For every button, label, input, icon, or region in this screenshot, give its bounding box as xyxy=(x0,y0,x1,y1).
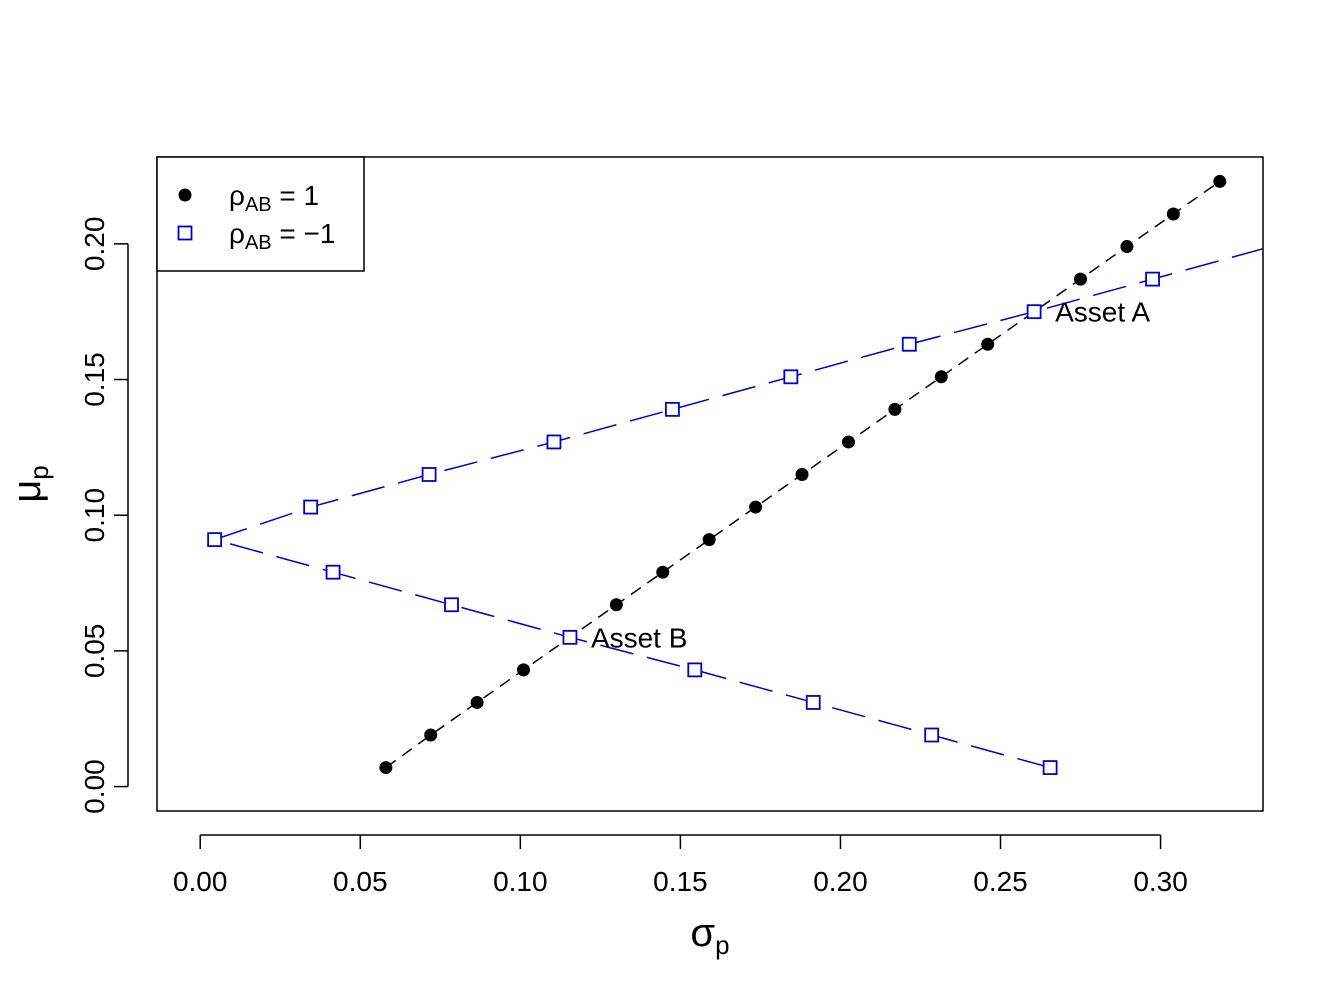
data-point xyxy=(546,434,562,450)
y-tick-label: 0.05 xyxy=(79,624,110,679)
legend-box xyxy=(156,156,365,272)
data-point xyxy=(444,597,459,613)
data-point xyxy=(783,369,799,385)
data-point xyxy=(805,695,821,710)
x-tick-label: 0.05 xyxy=(333,866,388,897)
data-point xyxy=(562,629,578,645)
x-axis-title: σp xyxy=(690,911,729,960)
legend-symbol: ρ xyxy=(229,180,245,211)
legend-label: ρAB = −1 xyxy=(229,218,335,254)
data-point xyxy=(325,564,341,580)
y-tick-label: 0.20 xyxy=(79,217,110,272)
data-point xyxy=(421,467,437,482)
legend-marker xyxy=(177,225,193,241)
data-point xyxy=(609,598,623,612)
data-point xyxy=(470,695,484,709)
series-layer xyxy=(207,174,1263,775)
data-point xyxy=(1213,174,1227,188)
x-tick-label: 0.00 xyxy=(173,866,228,897)
data-point xyxy=(924,727,940,743)
legend-subscript: AB xyxy=(245,194,272,216)
data-point xyxy=(1042,760,1058,775)
data-point xyxy=(795,468,809,482)
series-line xyxy=(214,538,1051,769)
annotation-label: Asset A xyxy=(1055,297,1150,328)
y-axis-symbol: μ xyxy=(5,480,49,503)
axis-layer: 0.00 0.05 0.10 0.15 0.20 0.25 0.30 0.00 0.05 0.10… xyxy=(79,217,1188,897)
data-point xyxy=(656,565,670,579)
y-tick-label: 0.15 xyxy=(79,352,110,407)
data-point xyxy=(687,662,703,678)
data-point xyxy=(517,663,531,677)
x-tick-label: 0.25 xyxy=(973,866,1028,897)
y-tick-label: 0.10 xyxy=(79,488,110,543)
data-point xyxy=(424,728,438,742)
y-tick-label: 0.00 xyxy=(79,759,110,814)
legend-symbol: ρ xyxy=(229,218,245,249)
data-point xyxy=(841,435,855,449)
data-point xyxy=(1026,304,1042,320)
annotation-label: Asset B xyxy=(591,622,687,653)
legend-marker xyxy=(178,188,192,202)
data-point xyxy=(981,337,995,351)
legend-value: = 1 xyxy=(272,180,319,211)
x-axis-symbol: σ xyxy=(690,911,715,955)
series-line xyxy=(214,247,1263,541)
annotation-layer: Asset A Asset B xyxy=(591,297,1150,654)
x-tick-label: 0.20 xyxy=(813,866,868,897)
x-tick-label: 0.10 xyxy=(493,866,548,897)
y-axis-subscript: p xyxy=(24,465,54,479)
x-tick-label: 0.30 xyxy=(1133,866,1188,897)
data-point xyxy=(888,402,902,416)
data-point xyxy=(303,499,319,515)
data-point xyxy=(207,532,223,548)
data-point xyxy=(1145,271,1160,287)
data-point xyxy=(749,500,763,514)
x-axis-subscript: p xyxy=(715,930,729,960)
data-point xyxy=(664,401,680,417)
legend-value: = −1 xyxy=(272,218,336,249)
data-point xyxy=(901,336,917,352)
legend-label: ρAB = 1 xyxy=(229,180,319,216)
data-point xyxy=(1120,240,1134,254)
data-point xyxy=(1166,207,1180,221)
x-tick-label: 0.15 xyxy=(653,866,708,897)
plot-frame xyxy=(156,156,1264,812)
data-point xyxy=(934,370,948,384)
data-point xyxy=(1074,272,1088,286)
series-2 xyxy=(207,247,1263,775)
legend-subscript: AB xyxy=(245,232,272,254)
data-point xyxy=(702,533,716,547)
y-axis-title: μp xyxy=(5,465,54,503)
data-point xyxy=(379,761,393,775)
